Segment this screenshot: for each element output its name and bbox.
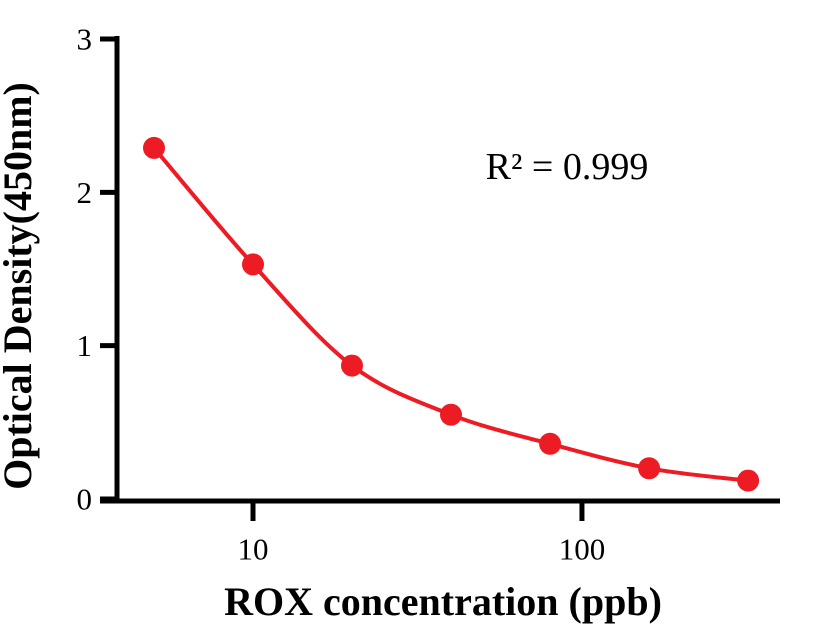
x-tick-label: 10: [237, 532, 268, 567]
y-tick-label: 1: [77, 328, 93, 363]
data-point-marker: [539, 432, 562, 455]
y-tick-label: 2: [77, 175, 93, 210]
fit-curve: [152, 145, 751, 483]
y-tick-label: 3: [77, 22, 93, 57]
data-point-marker: [440, 403, 462, 426]
plot-area: 0 1 2 3 10 100: [77, 22, 780, 567]
data-point-marker: [242, 253, 264, 276]
r-squared-annotation: R² = 0.999: [486, 146, 649, 188]
data-point-marker: [341, 354, 363, 377]
x-axis-title: ROX concentration (ppb): [224, 579, 662, 624]
data-point-marker: [143, 136, 165, 159]
data-point-marker: [737, 469, 760, 492]
data-point-marker: [638, 457, 661, 480]
y-tick-label: 0: [77, 482, 93, 517]
y-axis-title: Optical Density(450nm): [0, 82, 40, 490]
x-tick-label: 100: [559, 532, 606, 567]
